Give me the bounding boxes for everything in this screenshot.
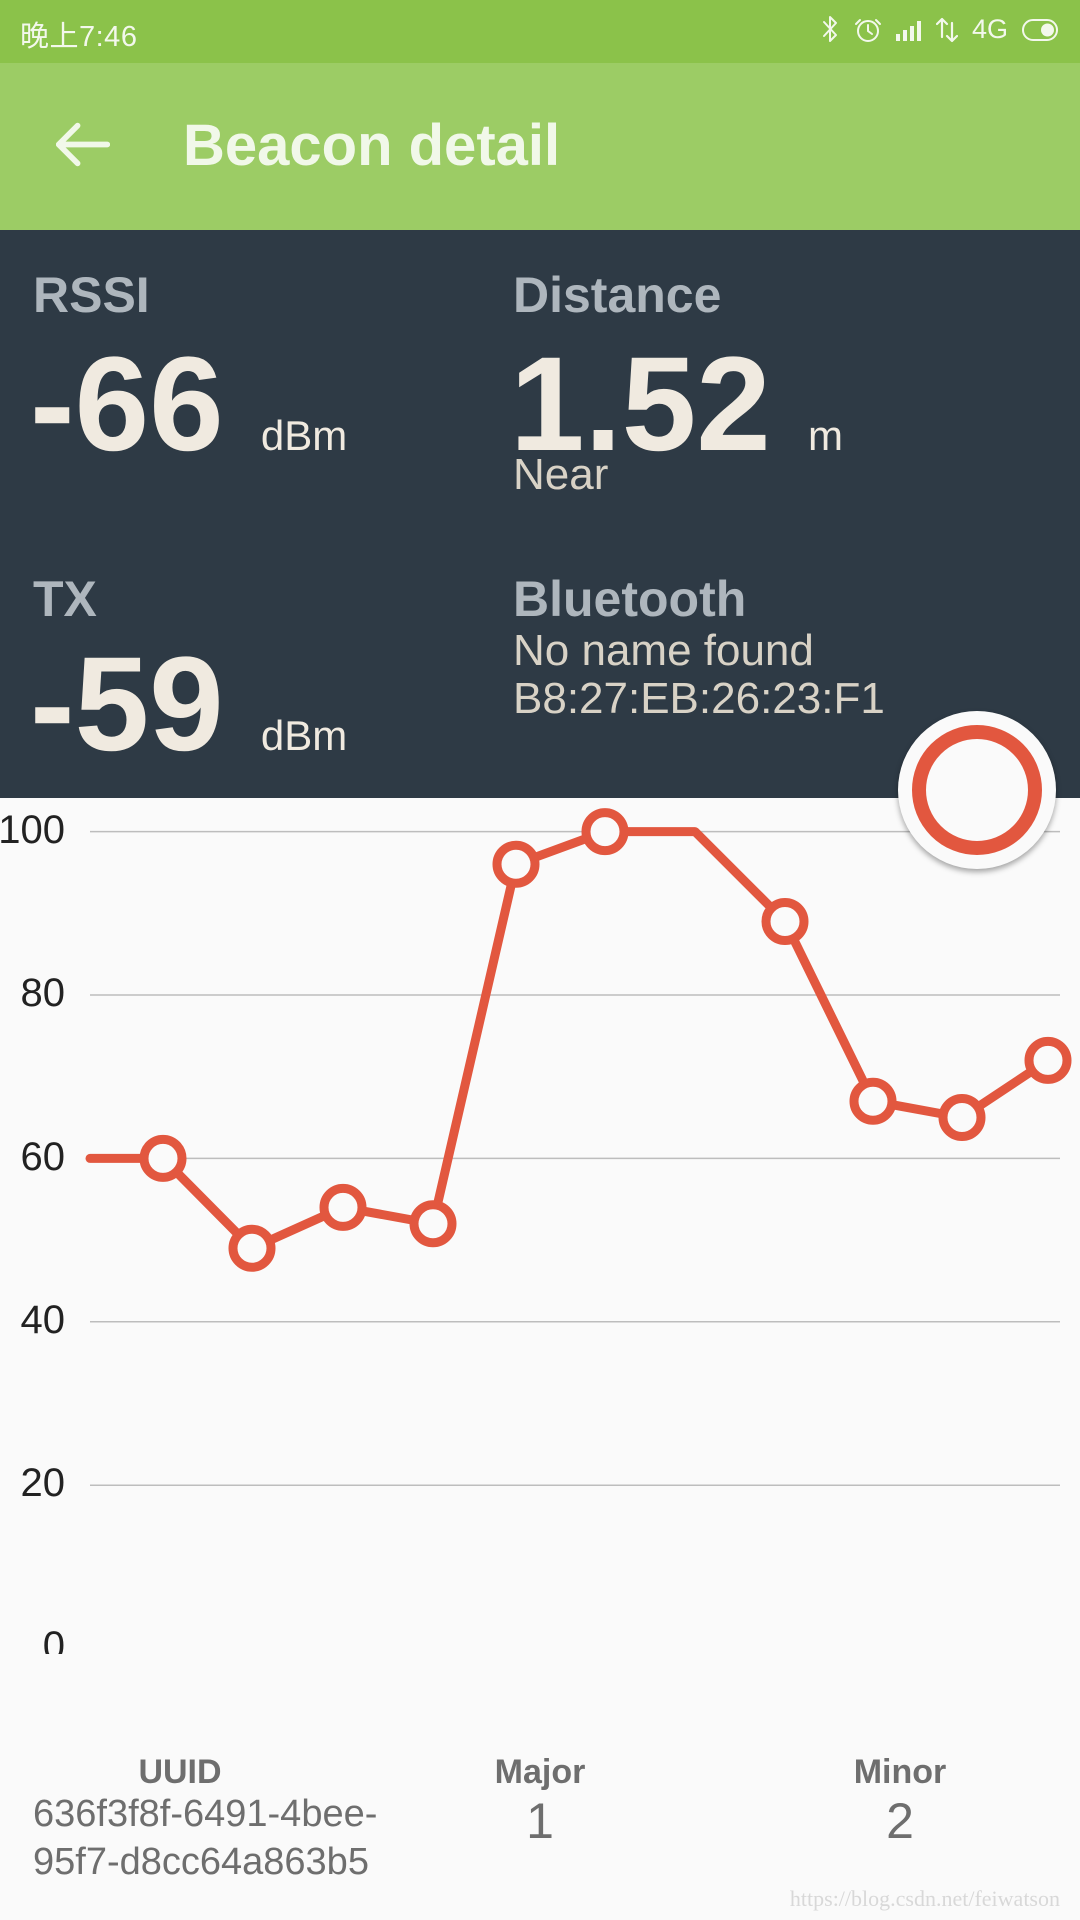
svg-text:0: 0 (43, 1624, 65, 1654)
svg-text:80: 80 (21, 971, 66, 1015)
svg-text:100: 100 (0, 808, 65, 852)
svg-text:60: 60 (21, 1135, 66, 1179)
svg-text:20: 20 (21, 1461, 66, 1505)
svg-text:40: 40 (21, 1298, 66, 1342)
